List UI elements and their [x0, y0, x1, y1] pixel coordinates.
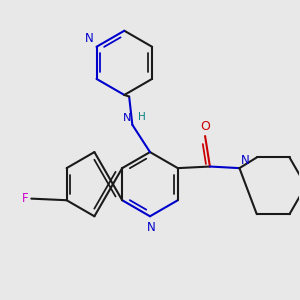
Text: N: N — [147, 221, 156, 234]
Text: N: N — [85, 32, 94, 45]
Text: N: N — [122, 113, 131, 123]
Text: N: N — [241, 154, 250, 166]
Text: O: O — [200, 120, 210, 133]
Text: H: H — [138, 112, 146, 122]
Text: F: F — [22, 192, 28, 205]
